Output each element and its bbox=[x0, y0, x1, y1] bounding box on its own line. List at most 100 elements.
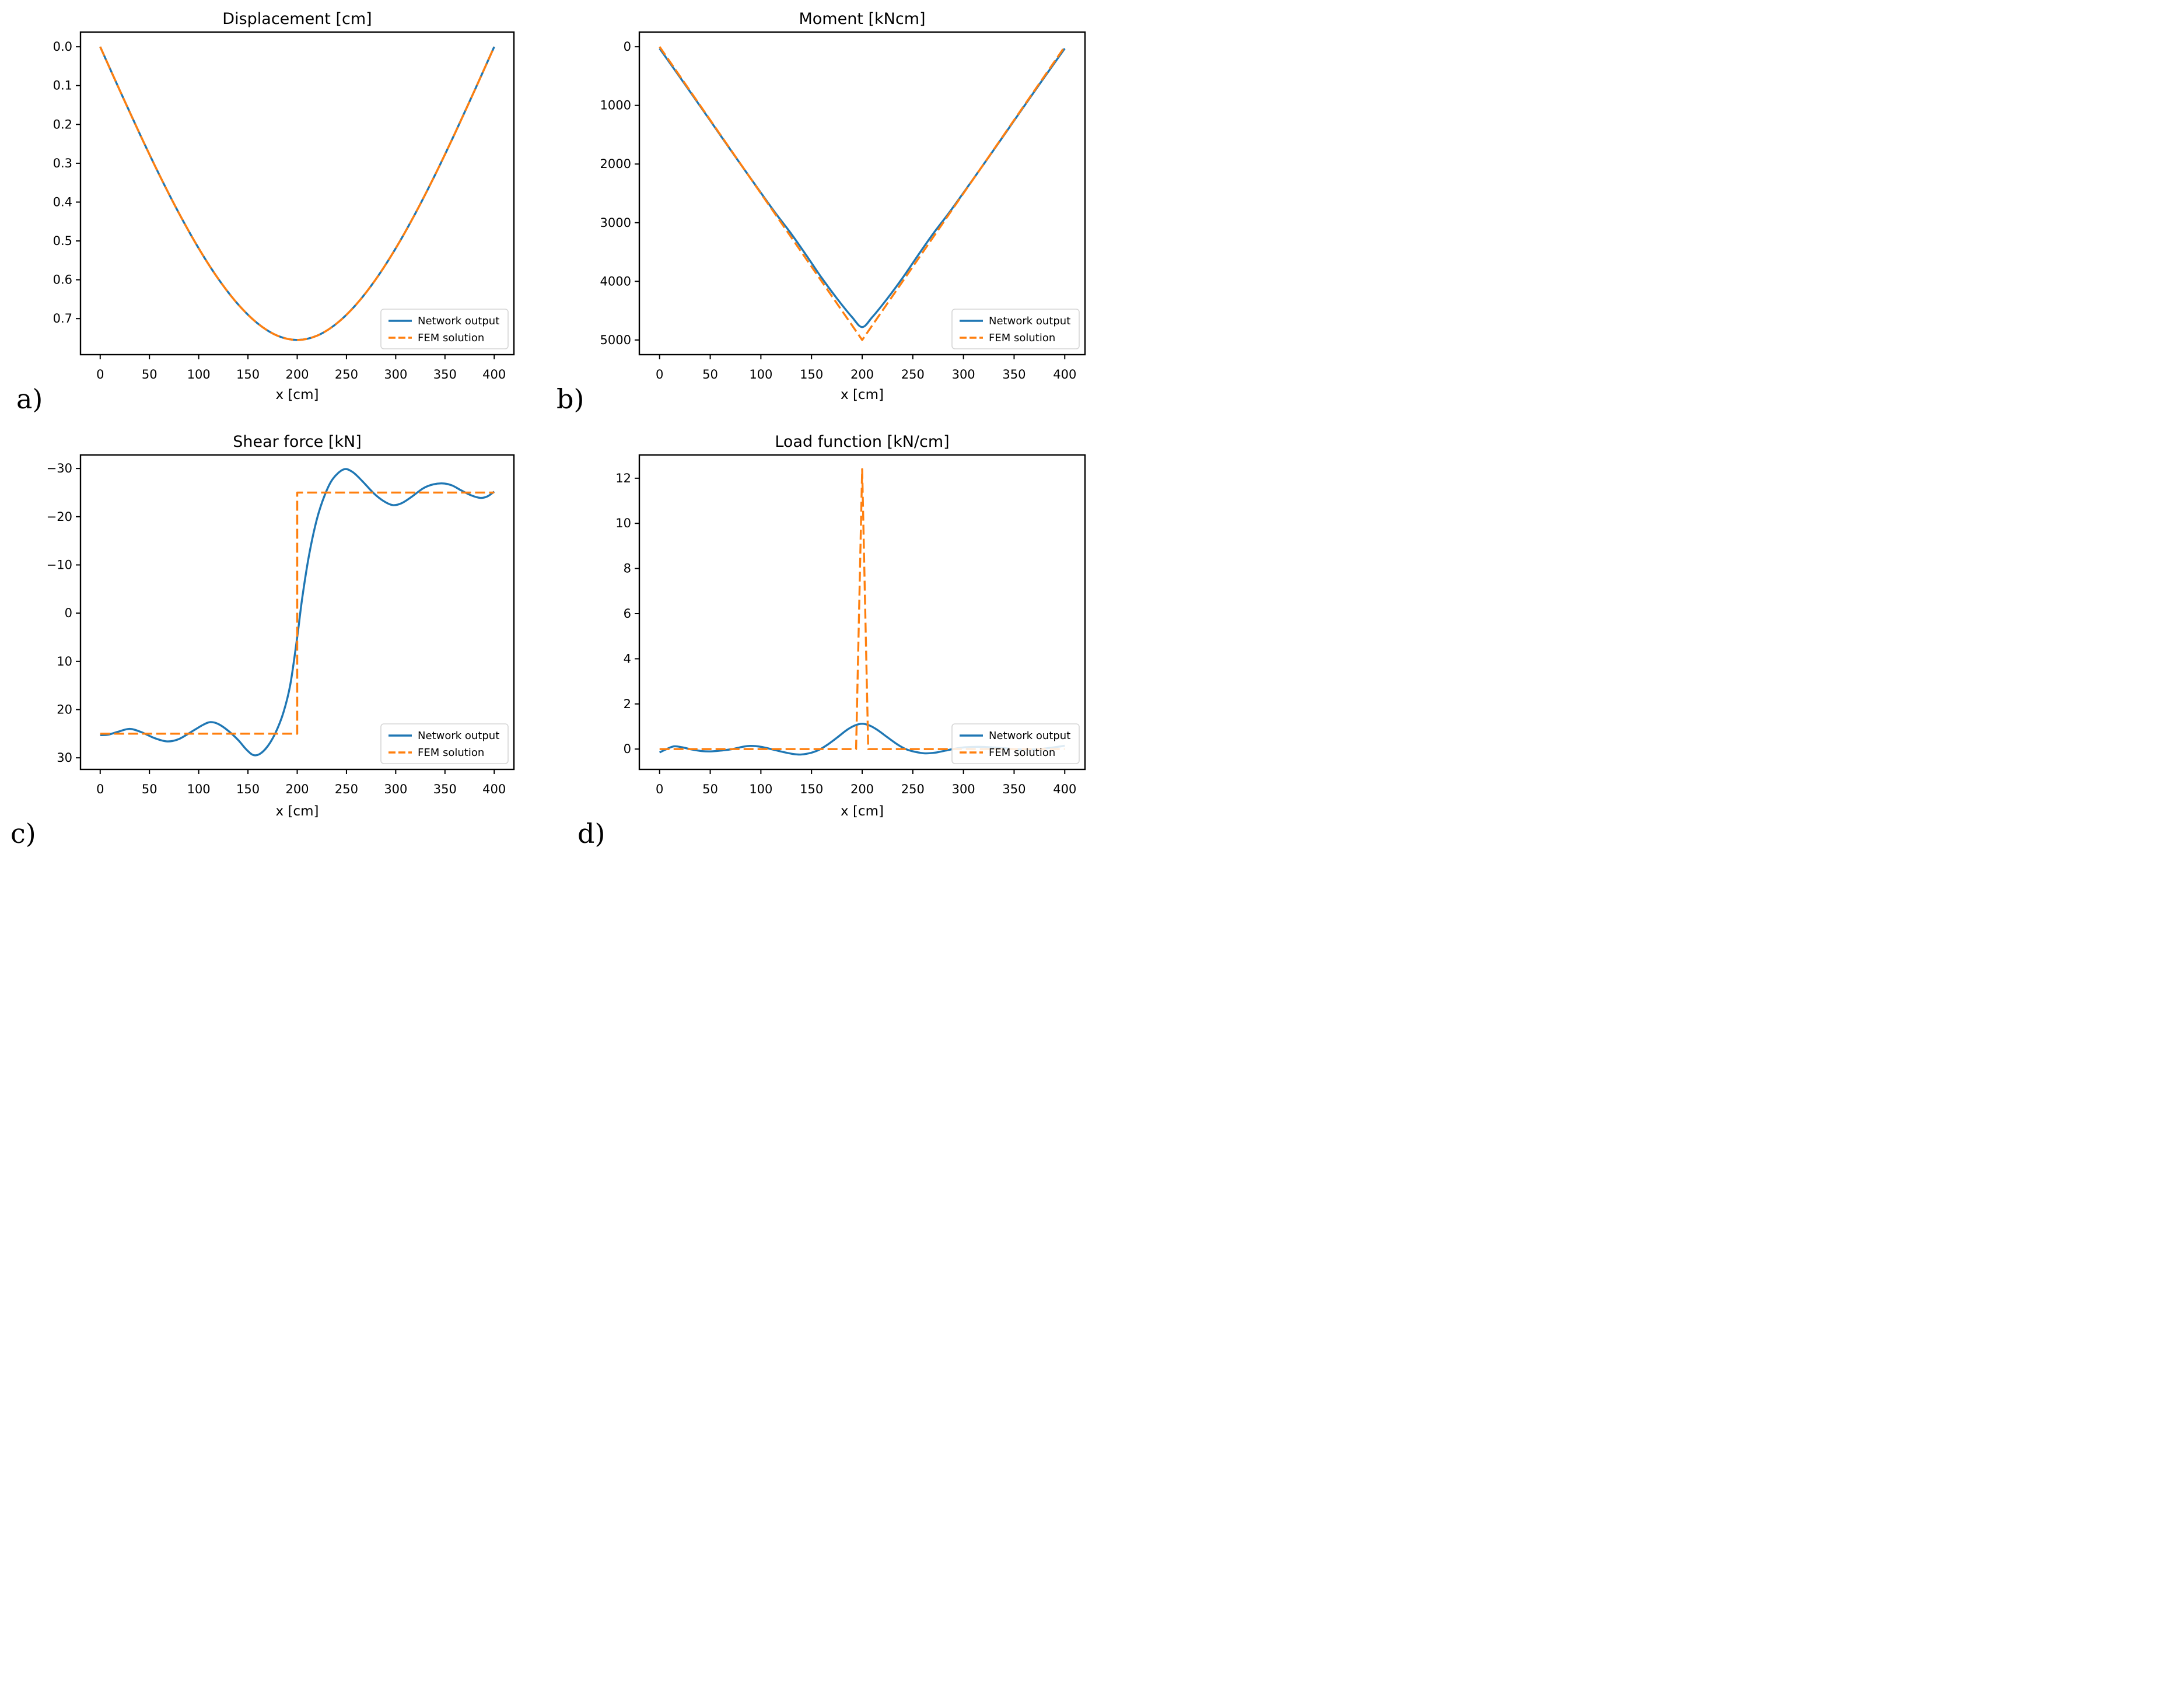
legend-entry: FEM solution bbox=[960, 747, 1055, 759]
y-tick-label: 5000 bbox=[600, 333, 631, 347]
y-tick-label: −20 bbox=[47, 510, 72, 524]
legend-label: Network output bbox=[989, 730, 1070, 742]
x-axis-label: x [cm] bbox=[841, 387, 884, 402]
legend-entry: FEM solution bbox=[960, 332, 1055, 344]
y-tick-label: 1000 bbox=[600, 99, 631, 113]
axes-frame bbox=[79, 454, 515, 771]
x-tick-label: 50 bbox=[702, 782, 718, 796]
x-tick-label: 400 bbox=[1053, 782, 1076, 796]
series-fem-line bbox=[659, 46, 1066, 341]
legend-box: Network output FEM solution bbox=[380, 723, 509, 764]
y-tick-label: 4000 bbox=[600, 274, 631, 288]
x-tick-label: 200 bbox=[285, 367, 309, 381]
series-network-line bbox=[99, 46, 495, 341]
legend-frame bbox=[380, 309, 509, 349]
x-tick-label: 250 bbox=[901, 782, 925, 796]
axes-frame bbox=[79, 31, 515, 356]
y-tick-label: 12 bbox=[615, 471, 631, 485]
y-tick-label: 30 bbox=[57, 751, 72, 765]
x-tick-label: 150 bbox=[800, 782, 823, 796]
x-tick-label: 400 bbox=[482, 367, 506, 381]
legend-frame bbox=[951, 309, 1080, 349]
x-tick-label: 50 bbox=[142, 782, 158, 796]
panel-letter: a) bbox=[16, 383, 43, 415]
series-fem-line bbox=[659, 468, 1065, 750]
x-tick-label: 200 bbox=[850, 782, 874, 796]
x-tick-label: 0 bbox=[656, 782, 663, 796]
x-tick-label: 150 bbox=[236, 782, 260, 796]
y-tick-label: 3000 bbox=[600, 216, 631, 230]
chart-title: Load function [kN/cm] bbox=[775, 433, 949, 451]
chart-title: Moment [kNcm] bbox=[799, 10, 925, 28]
legend-entry: Network output bbox=[960, 315, 1070, 327]
x-tick-label: 150 bbox=[236, 367, 260, 381]
y-tick-label: 0.1 bbox=[53, 79, 72, 93]
y-tick-label: 0.2 bbox=[53, 117, 72, 131]
y-tick-label: 8 bbox=[624, 562, 631, 576]
x-tick-label: 200 bbox=[850, 367, 874, 381]
x-tick-label: 0 bbox=[656, 367, 663, 381]
series-fem-line bbox=[100, 491, 495, 735]
x-tick-label: 300 bbox=[384, 367, 407, 381]
x-tick-label: 300 bbox=[952, 367, 975, 381]
y-tick-label: 0 bbox=[65, 606, 72, 620]
chart-title: Shear force [kN] bbox=[233, 433, 362, 451]
legend-box: Network output FEM solution bbox=[951, 309, 1080, 349]
legend-label: FEM solution bbox=[418, 332, 484, 344]
x-axis-label: x [cm] bbox=[276, 804, 319, 819]
chart-panel-b: Moment [kNcm] x [cm] 0 50 100 150 200 250 300 350… bbox=[556, 10, 1086, 415]
y-tick-label: 0.6 bbox=[53, 273, 72, 287]
y-tick-label: 2000 bbox=[600, 157, 631, 171]
chart-title: Displacement [cm] bbox=[222, 10, 372, 28]
y-tick-label: 0.0 bbox=[53, 40, 72, 54]
x-tick-label: 250 bbox=[335, 367, 358, 381]
x-tick-label: 350 bbox=[433, 367, 457, 381]
x-tick-label: 50 bbox=[142, 367, 158, 381]
legend-label: Network output bbox=[418, 315, 499, 327]
chart-panel-c: Shear force [kN]x [cm]0 50 100 150 200 250 300… bbox=[10, 433, 515, 849]
y-tick-label: 0.3 bbox=[53, 156, 72, 170]
x-tick-label: 100 bbox=[187, 782, 211, 796]
x-tick-label: 50 bbox=[702, 367, 718, 381]
legend-box: Network output FEM solution bbox=[380, 309, 509, 349]
x-tick-label: 0 bbox=[96, 782, 104, 796]
x-tick-label: 350 bbox=[1002, 782, 1026, 796]
legend-label: Network output bbox=[989, 315, 1070, 327]
series-fem-line bbox=[99, 46, 495, 341]
x-tick-label: 250 bbox=[335, 782, 358, 796]
legend-entry: Network output bbox=[388, 315, 499, 327]
x-tick-label: 300 bbox=[952, 782, 975, 796]
panel-letter: d) bbox=[578, 818, 605, 849]
y-tick-label: 0.4 bbox=[53, 195, 72, 209]
y-tick-label: 4 bbox=[624, 652, 631, 666]
x-axis-label: x [cm] bbox=[841, 804, 884, 819]
legend-label: FEM solution bbox=[989, 332, 1055, 344]
legend-label: FEM solution bbox=[418, 747, 484, 759]
y-tick-label: 10 bbox=[57, 654, 72, 668]
y-tick-label: −10 bbox=[47, 558, 72, 572]
figure-canvas: Displacement [cm]x [cm]0 50 100 150 200 250 30… bbox=[10, 10, 1086, 849]
legend-entry: Network output bbox=[960, 730, 1070, 742]
y-tick-label: 20 bbox=[57, 702, 72, 716]
y-tick-label: 0 bbox=[624, 742, 631, 756]
x-tick-label: 350 bbox=[433, 782, 457, 796]
legend-label: FEM solution bbox=[989, 747, 1055, 759]
legend-frame bbox=[951, 723, 1080, 764]
x-tick-label: 150 bbox=[800, 367, 823, 381]
y-tick-label: 0.7 bbox=[53, 311, 72, 325]
x-tick-label: 350 bbox=[1002, 367, 1026, 381]
axes-frame bbox=[638, 31, 1086, 356]
y-tick-label: 0.5 bbox=[53, 234, 72, 248]
figure: Displacement [cm] x [cm] 0 50 100 150 200 250 30… bbox=[0, 0, 1092, 849]
legend-frame bbox=[380, 723, 509, 764]
legend-entry: FEM solution bbox=[388, 747, 484, 759]
series-network-line bbox=[100, 468, 495, 757]
x-tick-label: 100 bbox=[187, 367, 211, 381]
legend-entry: Network output bbox=[388, 730, 499, 742]
y-tick-label: 2 bbox=[624, 697, 631, 711]
x-tick-label: 200 bbox=[285, 782, 309, 796]
x-tick-label: 400 bbox=[482, 782, 506, 796]
y-tick-label: 10 bbox=[615, 516, 631, 530]
series-network-line bbox=[659, 48, 1066, 328]
y-tick-label: 0 bbox=[624, 40, 631, 54]
